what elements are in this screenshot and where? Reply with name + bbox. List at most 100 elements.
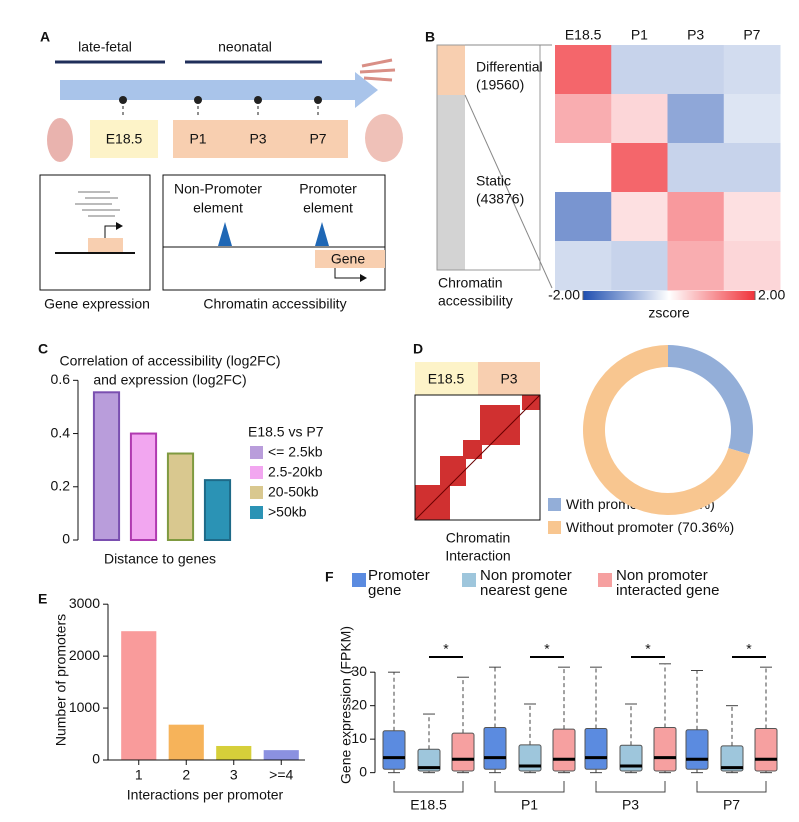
bar <box>203 479 232 542</box>
x-tick-label: E18.5 <box>410 797 447 813</box>
legend-label: <= 2.5kb <box>268 444 323 460</box>
heatmap-cell <box>611 143 668 193</box>
group-count: (43876) <box>476 191 524 207</box>
bar <box>168 724 204 760</box>
significance-label: * <box>645 641 651 657</box>
y-tick-label: 3000 <box>69 595 100 611</box>
bar <box>92 391 121 542</box>
y-tick-label: 0 <box>62 531 70 547</box>
heatmap-cell <box>611 45 668 95</box>
heatmap-cell <box>723 143 781 193</box>
legend-label: Promoter gene <box>368 567 430 599</box>
y-tick-label: 0 <box>92 751 100 767</box>
legend-label: Non promoter nearest gene <box>480 567 572 599</box>
panel-a-art <box>39 58 403 291</box>
bar <box>166 452 195 541</box>
stage-label: E18.5 <box>428 371 465 387</box>
heatmap-cell <box>723 45 781 95</box>
legend-swatch <box>548 521 561 534</box>
y-tick-label: 0 <box>359 763 367 779</box>
panel-label: B <box>425 29 435 45</box>
legend-swatch <box>598 573 612 587</box>
colorbar-label: zscore <box>648 305 689 321</box>
x-tick-label: >=4 <box>269 767 293 783</box>
caption: accessibility <box>438 293 513 309</box>
x-tick-label: P7 <box>723 797 740 813</box>
stage-label: P1 <box>189 131 206 147</box>
box <box>653 726 677 772</box>
caption: Chromatin <box>446 530 511 546</box>
legend-swatch <box>250 506 263 519</box>
box <box>552 728 576 772</box>
heatmap-cell <box>667 45 725 95</box>
panel-label: C <box>38 341 48 357</box>
caption: Chromatin <box>438 275 503 291</box>
heatmap-cell <box>555 94 612 144</box>
bar <box>121 631 157 760</box>
legend-swatch <box>250 466 263 479</box>
group-bracket <box>393 781 464 793</box>
heatmap-cell <box>667 241 725 291</box>
caption: Interaction <box>445 548 510 564</box>
colorbar-tick-label: 2.00 <box>758 287 785 303</box>
group-label: Static <box>476 173 511 189</box>
panel-label: F <box>325 569 334 585</box>
legend-swatch <box>462 573 476 587</box>
element-label: Promoter <box>299 181 357 197</box>
heatmap-cell <box>723 192 781 242</box>
column-label: E18.5 <box>565 27 602 43</box>
box <box>754 727 778 772</box>
panel-label: D <box>413 341 423 357</box>
colorbar-tick-label: -2.00 <box>548 287 580 303</box>
x-axis-label: Distance to genes <box>104 551 216 567</box>
chart-title: and expression (log2FC) <box>93 372 246 388</box>
legend-label: >50kb <box>268 504 307 520</box>
heatmap-cell <box>611 192 668 242</box>
column-label: P3 <box>687 27 704 43</box>
panel-label: A <box>40 29 50 45</box>
box <box>720 745 744 772</box>
period-label: neonatal <box>218 39 272 55</box>
heatmap-cell <box>723 94 781 144</box>
box <box>518 744 542 772</box>
column-label: P1 <box>631 27 648 43</box>
legend-label: 20-50kb <box>268 484 319 500</box>
caption: Gene expression <box>44 296 150 312</box>
legend-title: E18.5 vs P7 <box>248 424 324 440</box>
gene-label: Gene <box>331 251 365 267</box>
y-axis-label: Number of promoters <box>53 614 69 746</box>
x-tick-label: 1 <box>135 767 143 783</box>
heatmap-cell <box>667 94 725 144</box>
y-tick-label: 1000 <box>69 699 100 715</box>
legend-swatch <box>548 498 561 511</box>
y-tick-label: 30 <box>351 663 367 679</box>
x-axis-label: Interactions per promoter <box>127 787 284 803</box>
group-count: (19560) <box>476 77 524 93</box>
legend-name: Without promoter <box>566 519 674 535</box>
heatmap-cell <box>555 143 612 193</box>
heatmap-cell <box>555 45 612 95</box>
panel-d-art: E18.5 P3 Chromatin Interaction <box>414 362 541 564</box>
box <box>685 729 709 770</box>
period-label: late-fetal <box>78 39 132 55</box>
y-tick-label: 2000 <box>69 647 100 663</box>
colorbar <box>583 291 755 300</box>
chart-title: Correlation of accessibility (log2FC) <box>60 353 281 369</box>
stage-label: E18.5 <box>106 131 143 147</box>
y-tick-label: 0.2 <box>51 477 71 493</box>
element-label: element <box>303 200 353 216</box>
heatmap-cell <box>611 241 668 291</box>
box <box>584 727 608 770</box>
y-tick-label: 20 <box>351 696 367 712</box>
bar <box>216 745 252 760</box>
group-bracket <box>595 781 666 793</box>
significance-label: * <box>443 641 449 657</box>
column-label: P7 <box>743 27 760 43</box>
x-tick-label: 3 <box>230 767 238 783</box>
significance-label: * <box>746 641 752 657</box>
box <box>483 726 507 770</box>
panel-a-text: late-fetal neonatal E18.5 P1 P3 P7 Non-P… <box>44 39 365 312</box>
bar <box>263 750 299 760</box>
